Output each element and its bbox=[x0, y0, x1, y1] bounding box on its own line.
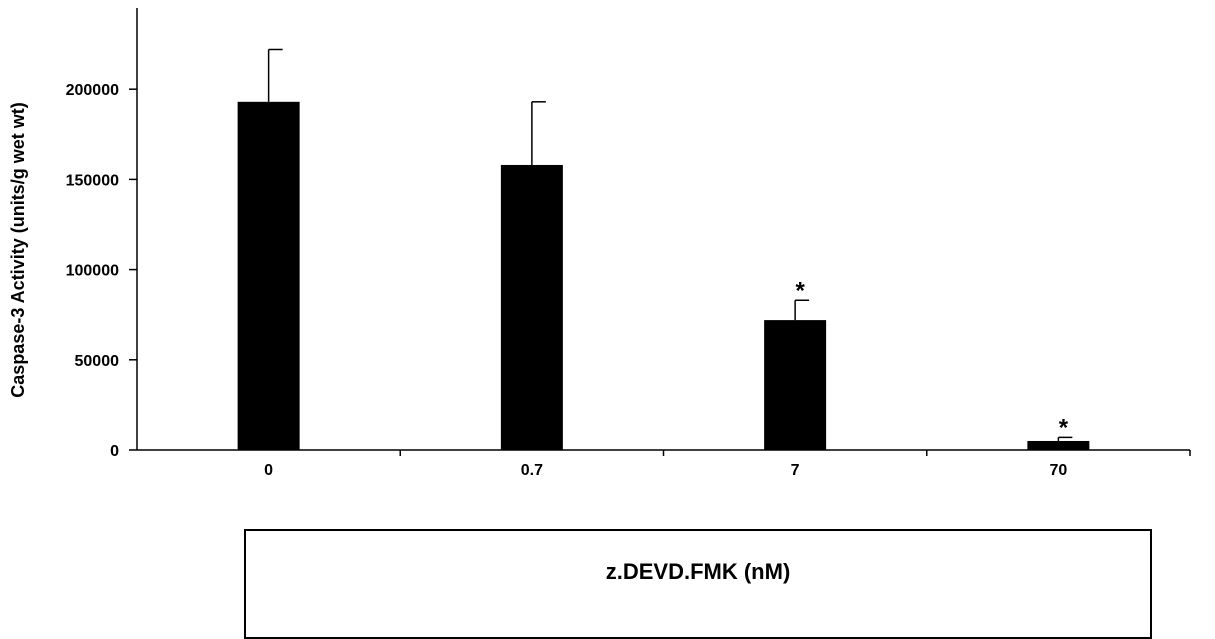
plot-area: 0 50000 100000 150000 200000 0 0.7 * 7 * 70 bbox=[66, 8, 1191, 479]
y-tick-label: 150000 bbox=[66, 172, 119, 189]
x-tick-label: 0.7 bbox=[521, 462, 543, 479]
x-axis-title-box: z.DEVD.FMK (nM) bbox=[244, 529, 1152, 639]
y-tick-label: 0 bbox=[110, 443, 119, 460]
x-tick-label: 0 bbox=[264, 462, 273, 479]
significance-marker: * bbox=[1059, 414, 1069, 441]
y-axis-title: Caspase-3 Activity (units/g wet wt) bbox=[8, 102, 28, 397]
significance-marker: * bbox=[795, 277, 805, 304]
y-tick-label: 200000 bbox=[66, 82, 119, 99]
y-tick-label: 100000 bbox=[66, 263, 119, 280]
bar bbox=[500, 164, 563, 450]
x-tick-label: 7 bbox=[791, 462, 800, 479]
bar bbox=[237, 101, 300, 450]
y-tick-label: 50000 bbox=[75, 353, 120, 370]
x-tick-label: 70 bbox=[1049, 462, 1067, 479]
x-axis-title: z.DEVD.FMK (nM) bbox=[605, 559, 791, 584]
bar bbox=[764, 320, 827, 450]
bar-chart: 0 50000 100000 150000 200000 0 0.7 * 7 * 70 Caspas… bbox=[8, 8, 1191, 479]
bar bbox=[1027, 440, 1090, 450]
